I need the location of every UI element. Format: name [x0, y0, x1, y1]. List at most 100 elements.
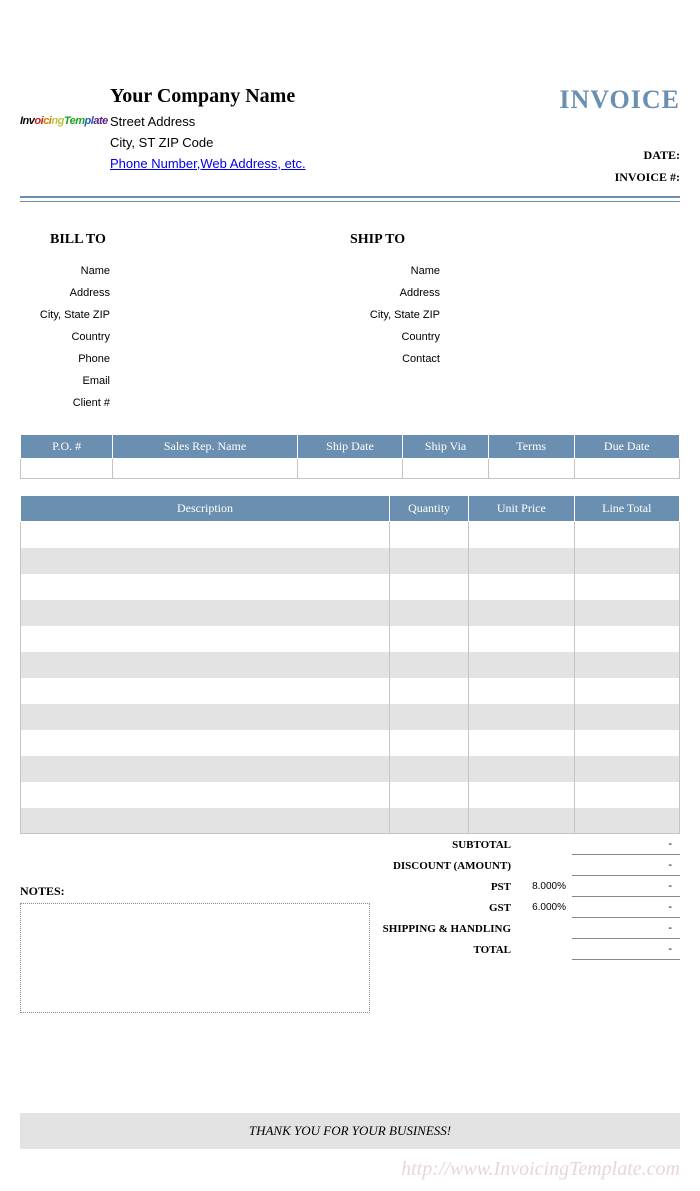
- totals-row: PST8.000%-: [380, 876, 680, 897]
- item-cell[interactable]: [390, 652, 469, 678]
- totals-label: SUBTOTAL: [380, 839, 517, 851]
- ship-field-label: Name: [350, 260, 450, 282]
- order-cell[interactable]: [403, 459, 489, 479]
- item-cell[interactable]: [574, 782, 679, 808]
- totals-row: SUBTOTAL -: [380, 834, 680, 855]
- item-cell[interactable]: [21, 626, 390, 652]
- totals-value: -: [572, 897, 680, 918]
- order-column-header: Ship Date: [297, 435, 402, 459]
- table-row: [21, 548, 680, 574]
- item-cell[interactable]: [574, 704, 679, 730]
- item-cell[interactable]: [469, 678, 574, 704]
- item-cell[interactable]: [469, 756, 574, 782]
- items-column-header: Unit Price: [469, 496, 574, 522]
- items-column-header: Quantity: [390, 496, 469, 522]
- totals-value: -: [572, 876, 680, 897]
- item-cell[interactable]: [390, 782, 469, 808]
- totals-row: GST6.000%-: [380, 897, 680, 918]
- item-cell[interactable]: [390, 678, 469, 704]
- item-cell[interactable]: [21, 652, 390, 678]
- order-cell[interactable]: [21, 459, 113, 479]
- item-cell[interactable]: [21, 548, 390, 574]
- bill-field-label: Address: [20, 282, 120, 304]
- item-cell[interactable]: [390, 574, 469, 600]
- item-cell[interactable]: [390, 626, 469, 652]
- item-cell[interactable]: [21, 730, 390, 756]
- item-cell[interactable]: [21, 600, 390, 626]
- company-contact-link[interactable]: Phone Number,Web Address, etc.: [110, 156, 306, 171]
- order-cell[interactable]: [113, 459, 298, 479]
- item-cell[interactable]: [574, 522, 679, 548]
- company-column: Your Company Name Street Address City, S…: [110, 85, 510, 188]
- order-column-header: Ship Via: [403, 435, 489, 459]
- item-cell[interactable]: [390, 808, 469, 834]
- bill-field-label: Email: [20, 370, 120, 392]
- item-cell[interactable]: [21, 704, 390, 730]
- item-cell[interactable]: [390, 600, 469, 626]
- table-row: [21, 756, 680, 782]
- totals-row: SHIPPING & HANDLING-: [380, 918, 680, 939]
- item-cell[interactable]: [574, 730, 679, 756]
- address-section: BILL TO Name Address City, State ZIPCountr…: [20, 232, 680, 414]
- table-row: [21, 626, 680, 652]
- item-cell[interactable]: [469, 626, 574, 652]
- item-cell[interactable]: [574, 600, 679, 626]
- order-cell[interactable]: [488, 459, 574, 479]
- item-cell[interactable]: [21, 808, 390, 834]
- item-cell[interactable]: [574, 678, 679, 704]
- bill-to-title: BILL TO: [20, 232, 350, 248]
- company-city: City, ST ZIP Code: [110, 133, 510, 154]
- item-cell[interactable]: [21, 522, 390, 548]
- item-cell[interactable]: [390, 756, 469, 782]
- item-cell[interactable]: [574, 548, 679, 574]
- watermark: http://www.InvoicingTemplate.com: [401, 1158, 680, 1181]
- table-row: [21, 704, 680, 730]
- table-row: [21, 808, 680, 834]
- item-cell[interactable]: [21, 574, 390, 600]
- notes-box[interactable]: [20, 903, 370, 1013]
- item-cell[interactable]: [21, 678, 390, 704]
- item-cell[interactable]: [574, 756, 679, 782]
- logo-column: InvoicingTemplate: [20, 85, 110, 188]
- ship-field-label: Contact: [350, 348, 450, 370]
- ship-field-label: City, State ZIP: [350, 304, 450, 326]
- totals-label: GST: [380, 902, 517, 914]
- table-row: [21, 730, 680, 756]
- item-cell[interactable]: [469, 574, 574, 600]
- totals-label: TOTAL: [380, 944, 517, 956]
- item-cell[interactable]: [469, 522, 574, 548]
- totals-row: TOTAL -: [380, 939, 680, 960]
- ship-field-label: Country: [350, 326, 450, 348]
- item-cell[interactable]: [469, 548, 574, 574]
- totals-value: -: [572, 834, 680, 855]
- totals-value: -: [572, 939, 680, 960]
- logo: InvoicingTemplate: [20, 115, 110, 127]
- table-row: [21, 678, 680, 704]
- lower-section: NOTES: SUBTOTAL-DISCOUNT (AMOUNT)-PST8.0…: [20, 834, 680, 1013]
- item-cell[interactable]: [21, 782, 390, 808]
- order-cell[interactable]: [574, 459, 679, 479]
- item-cell[interactable]: [390, 548, 469, 574]
- totals-label: PST: [380, 881, 517, 893]
- item-cell[interactable]: [390, 704, 469, 730]
- totals-label: SHIPPING & HANDLING: [380, 923, 517, 935]
- bill-field-label: Client #: [20, 392, 120, 414]
- table-row: [21, 782, 680, 808]
- item-cell[interactable]: [574, 626, 679, 652]
- divider-rule: [20, 196, 680, 202]
- item-cell[interactable]: [574, 574, 679, 600]
- item-cell[interactable]: [469, 782, 574, 808]
- item-cell[interactable]: [390, 522, 469, 548]
- item-cell[interactable]: [469, 652, 574, 678]
- item-cell[interactable]: [21, 756, 390, 782]
- company-street: Street Address: [110, 112, 510, 133]
- item-cell[interactable]: [469, 808, 574, 834]
- item-cell[interactable]: [574, 808, 679, 834]
- item-cell[interactable]: [469, 730, 574, 756]
- order-cell[interactable]: [297, 459, 402, 479]
- item-cell[interactable]: [390, 730, 469, 756]
- ship-to-block: SHIP TO NameAddressCity, State ZIPCountr…: [350, 232, 680, 414]
- item-cell[interactable]: [574, 652, 679, 678]
- item-cell[interactable]: [469, 704, 574, 730]
- item-cell[interactable]: [469, 600, 574, 626]
